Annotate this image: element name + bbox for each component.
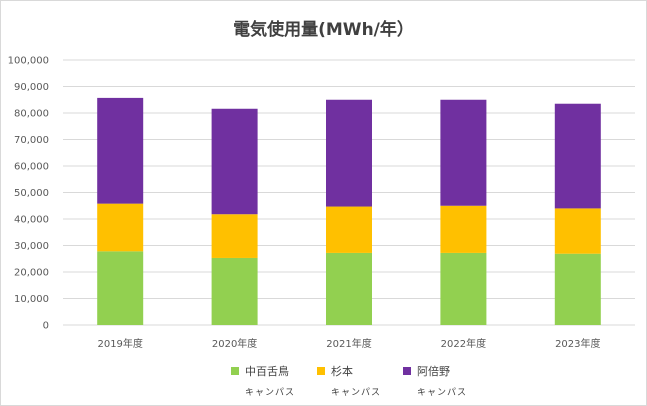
y-tick-label: 40,000 <box>14 215 49 226</box>
legend: 中百舌鳥 キャンパス 杉本 キャンパス 阿倍野 キャンパス <box>231 363 467 398</box>
y-tick-label: 90,000 <box>14 82 49 93</box>
legend-item-sugimoto: 杉本 キャンパス <box>317 363 381 398</box>
bar-segment <box>326 99 372 207</box>
legend-item-abeno: 阿倍野 キャンパス <box>403 363 467 398</box>
bar-segment <box>440 205 487 253</box>
legend-swatch-nakamozu <box>231 367 239 375</box>
y-tick-label: 80,000 <box>14 109 49 120</box>
y-tick-label: 50,000 <box>14 188 49 199</box>
bar-segment <box>554 208 601 254</box>
x-axis-ticks: 2019年度 2020年度 2021年度 2022年度 2023年度 <box>97 337 600 350</box>
y-tick-label: 60,000 <box>14 162 49 173</box>
bar-segment <box>211 108 258 215</box>
bar-segment <box>326 206 372 253</box>
legend-swatch-abeno <box>403 367 412 375</box>
legend-swatch-sugimoto <box>317 367 326 375</box>
bar-segment <box>554 103 601 209</box>
bar-segment <box>97 97 144 204</box>
bar-segment <box>440 252 487 325</box>
y-tick-label: 100,000 <box>8 56 49 67</box>
x-tick-label: 2019年度 <box>97 337 142 350</box>
bar-segment <box>97 251 144 325</box>
bar-segment <box>326 252 372 325</box>
y-tick-label: 20,000 <box>14 268 49 279</box>
legend-sub-sugimoto: キャンパス <box>331 388 382 398</box>
x-tick-label: 2021年度 <box>326 337 371 350</box>
bar-segment <box>554 253 601 325</box>
legend-item-nakamozu: 中百舌鳥 キャンパス <box>231 363 295 398</box>
y-tick-label: 30,000 <box>14 241 49 252</box>
legend-sub-nakamozu: キャンパス <box>245 388 296 398</box>
legend-label-nakamozu: 中百舌鳥 <box>245 365 289 378</box>
bar-segment <box>440 99 487 206</box>
bar-segment <box>211 214 258 258</box>
x-tick-label: 2022年度 <box>441 337 486 350</box>
x-tick-label: 2020年度 <box>212 337 257 350</box>
y-axis-ticks: 0 10,000 20,000 30,000 40,000 50,000 60,000 70,… <box>8 56 49 332</box>
y-tick-label: 70,000 <box>14 135 49 146</box>
y-tick-label: 10,000 <box>14 294 49 305</box>
legend-label-sugimoto: 杉本 <box>331 365 354 378</box>
legend-sub-abeno: キャンパス <box>417 388 468 398</box>
bar-segment <box>97 203 144 252</box>
x-tick-label: 2023年度 <box>555 337 600 350</box>
legend-label-abeno: 阿倍野 <box>417 365 451 378</box>
bars <box>97 97 601 325</box>
chart-title: 電気使用量(MWh/年） <box>233 20 414 40</box>
y-tick-label: 0 <box>43 321 49 332</box>
bar-segment <box>211 257 258 325</box>
